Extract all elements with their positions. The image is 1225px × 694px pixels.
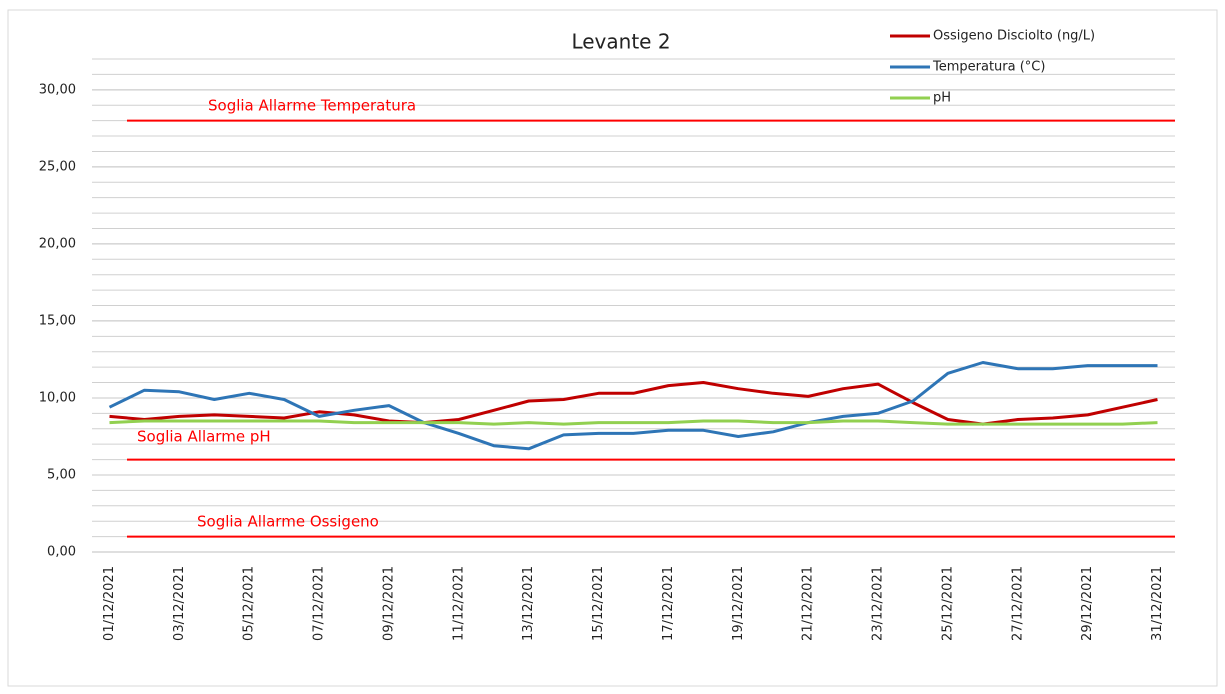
threshold-label: Soglia Allarme Ossigeno [197,513,379,531]
legend-label: Temperatura (°C) [932,60,1045,75]
x-tick-label: 15/12/2021 [591,566,606,641]
x-tick-label: 03/12/2021 [172,566,187,641]
y-tick-label: 5,00 [47,467,76,482]
series-line [109,419,1158,426]
x-tick-label: 25/12/2021 [940,566,955,641]
y-tick-label: 20,00 [39,236,76,251]
chart-title: Levante 2 [571,30,670,54]
series-line [108,361,1158,451]
x-tick-label: 13/12/2021 [521,566,536,641]
x-tick-label: 27/12/2021 [1010,566,1025,641]
y-tick-label: 15,00 [39,313,76,328]
y-tick-label: 30,00 [39,82,76,97]
threshold-label: Soglia Allarme pH [137,428,271,446]
x-tick-label: 09/12/2021 [381,566,396,641]
y-tick-label: 10,00 [39,390,76,405]
chart-frame [7,9,1218,687]
x-tick-label: 31/12/2021 [1150,566,1165,641]
x-tick-label: 11/12/2021 [451,566,466,641]
x-tick-label: 05/12/2021 [242,566,257,641]
legend-label: Ossigeno Disciolto (ng/L) [933,29,1095,44]
y-tick-label: 0,00 [47,545,76,560]
threshold-label: Soglia Allarme Temperatura [208,97,416,115]
x-tick-label: 07/12/2021 [312,566,327,641]
x-tick-label: 21/12/2021 [801,566,816,641]
x-tick-label: 01/12/2021 [102,566,117,641]
x-tick-label: 29/12/2021 [1080,566,1095,641]
x-tick-label: 17/12/2021 [661,566,676,641]
legend-label: pH [933,91,951,106]
x-tick-label: 19/12/2021 [731,566,746,641]
x-tick-label: 23/12/2021 [871,566,886,641]
y-tick-label: 25,00 [39,159,76,174]
